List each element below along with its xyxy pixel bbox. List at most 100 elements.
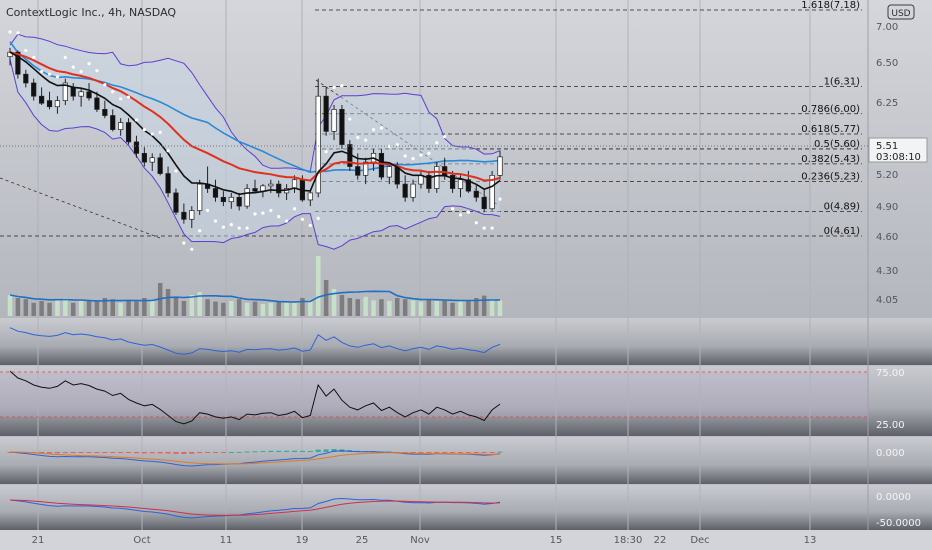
- time-axis[interactable]: 21 Oct 11 19 25 Nov 15 18:30 22 Dec 13: [32, 535, 817, 546]
- volume-bar: [402, 299, 408, 316]
- indicator-pane-3-background: [0, 437, 932, 484]
- candle-body: [78, 91, 84, 97]
- candle: [31, 78, 37, 101]
- sar-dot: [87, 62, 91, 66]
- candle: [54, 96, 61, 114]
- candle-body: [197, 183, 203, 211]
- macd-histogram-bar: [197, 452, 203, 454]
- macd-histogram-bar: [205, 452, 211, 453]
- time-tick: Oct: [133, 535, 150, 546]
- volume-bar: [197, 292, 202, 316]
- sar-dot: [221, 225, 225, 229]
- price-tick: 4.30: [876, 266, 898, 277]
- volume-bar: [395, 298, 400, 316]
- candle-body: [173, 192, 179, 213]
- macd-histogram-bar: [118, 452, 124, 453]
- sar-dot: [269, 208, 273, 213]
- macd-histogram-bar: [244, 451, 250, 453]
- sar-dot: [237, 226, 241, 230]
- macd-histogram-bar: [126, 452, 132, 453]
- volume-bar: [47, 302, 52, 316]
- sar-dot: [300, 217, 305, 221]
- main-pane-background: [0, 0, 932, 318]
- candle: [181, 203, 187, 224]
- volume-bar: [15, 298, 21, 316]
- fib-label: 1.618(7.18): [801, 0, 860, 11]
- price-tick: 4.05: [876, 295, 898, 306]
- sar-dot: [474, 221, 478, 225]
- volume-bar: [497, 300, 503, 316]
- sar-dot: [134, 118, 139, 122]
- candle-body: [228, 196, 234, 203]
- candle-body: [339, 109, 345, 145]
- sar-dot: [340, 84, 344, 88]
- time-tick: Dec: [690, 535, 709, 546]
- macd-histogram-bar: [149, 452, 155, 454]
- candle-body: [378, 152, 385, 178]
- vertical-grid: [37, 0, 811, 530]
- candle-body: [15, 51, 21, 75]
- volume-bar: [308, 300, 313, 316]
- sar-dot: [32, 55, 36, 60]
- macd-histogram-bar: [173, 452, 179, 454]
- sar-dot: [182, 241, 186, 245]
- candle-body: [489, 174, 495, 210]
- volume-bar: [276, 301, 281, 316]
- volume-bar: [379, 299, 384, 316]
- macd-histogram-bar: [434, 452, 440, 453]
- candle-body: [244, 188, 250, 207]
- candle-body: [331, 109, 337, 132]
- volume-bar: [173, 298, 179, 316]
- macd-histogram-bar: [410, 452, 416, 453]
- volume-bar: [474, 298, 479, 316]
- time-tick: 11: [220, 535, 233, 546]
- price-axis[interactable]: 7.00 6.50 6.25 5.20 4.90 4.60 4.30 4.05: [876, 22, 898, 306]
- sar-dot: [8, 30, 12, 34]
- candle-body: [481, 196, 487, 210]
- macd-histogram-bar: [181, 452, 187, 454]
- macd-histogram-bar: [426, 452, 432, 453]
- candle: [386, 162, 392, 185]
- macd-histogram-bar: [331, 449, 337, 452]
- volume-bar: [284, 301, 289, 316]
- candle-body: [189, 210, 195, 220]
- sar-dot: [71, 65, 75, 69]
- currency-badge[interactable]: USD: [887, 4, 915, 20]
- candle-body: [402, 183, 408, 198]
- candle: [473, 184, 479, 202]
- sar-dot: [142, 127, 146, 132]
- candle-body: [70, 87, 76, 97]
- fib-label: 0.786(6.00): [801, 104, 860, 115]
- sar-dot: [498, 197, 502, 201]
- macd-histogram-bar: [450, 452, 456, 453]
- candle: [402, 175, 408, 202]
- last-price-label: 5.51 03:08:10: [0, 137, 928, 163]
- macd-histogram-bar: [497, 451, 503, 453]
- candle: [252, 179, 258, 193]
- candle-body: [276, 183, 282, 194]
- candle-body: [220, 196, 226, 203]
- volume-bar: [102, 298, 108, 316]
- sar-dot: [324, 149, 328, 154]
- candle: [62, 78, 68, 105]
- sar-dot: [458, 213, 463, 217]
- fibonacci-levels[interactable]: 1.618(7.18) 1(6.31) 0.786(6.00) 0.618(5.77)…: [0, 0, 862, 239]
- candle: [157, 153, 163, 176]
- volume-bar: [78, 301, 84, 316]
- volume-bar: [55, 299, 60, 316]
- sar-dot: [205, 208, 210, 213]
- macd-histogram-bar: [489, 452, 495, 453]
- candle-body: [386, 166, 392, 178]
- sar-dot: [245, 226, 249, 230]
- sar-dot: [379, 126, 384, 130]
- candle-body: [268, 183, 274, 187]
- sar-dot: [111, 90, 115, 94]
- candle: [86, 82, 92, 101]
- volume-bar: [142, 298, 147, 316]
- bollinger-fill: [10, 34, 500, 250]
- symbol-title[interactable]: ContextLogic Inc., 4h, NASDAQ: [6, 6, 176, 19]
- volume-bar: [229, 301, 234, 316]
- volume-bar: [260, 304, 266, 316]
- candle-body: [54, 100, 61, 108]
